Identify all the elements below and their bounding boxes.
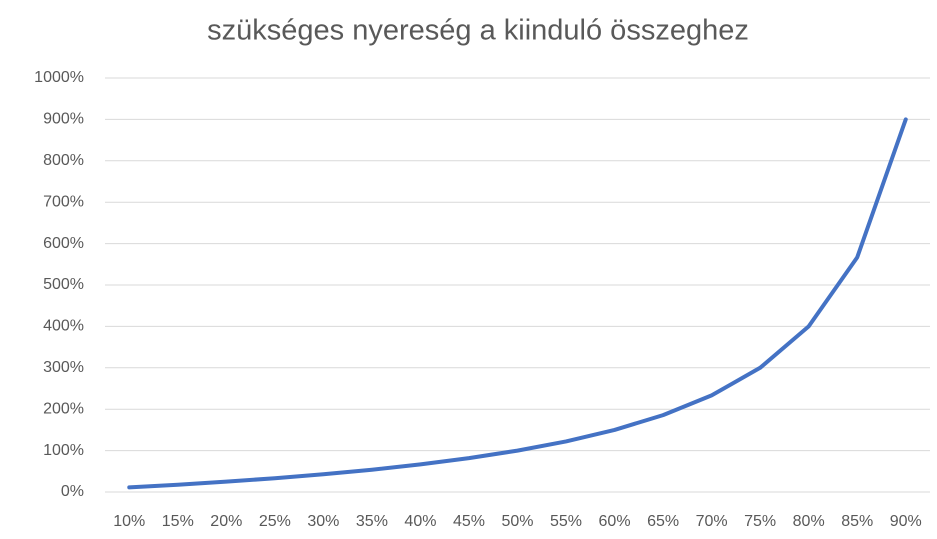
- y-tick-label: 700%: [43, 193, 84, 210]
- chart-title: szükséges nyereség a kiinduló összeghez: [207, 15, 749, 47]
- x-tick-label: 50%: [501, 513, 533, 530]
- y-tick-label: 100%: [43, 442, 84, 459]
- x-tick-label: 10%: [113, 513, 145, 530]
- y-tick-label: 300%: [43, 359, 84, 376]
- x-tick-label: 15%: [162, 513, 194, 530]
- x-tick-label: 85%: [841, 513, 873, 530]
- y-tick-label: 900%: [43, 111, 84, 128]
- x-tick-label: 65%: [647, 513, 679, 530]
- y-tick-label: 1000%: [34, 69, 84, 86]
- x-tick-label: 25%: [259, 513, 291, 530]
- x-tick-label: 60%: [599, 513, 631, 530]
- y-tick-label: 400%: [43, 318, 84, 335]
- x-tick-label: 70%: [696, 513, 728, 530]
- x-tick-label: 80%: [793, 513, 825, 530]
- y-tick-label: 800%: [43, 152, 84, 169]
- x-tick-label: 55%: [550, 513, 582, 530]
- line-series: [127, 117, 908, 490]
- y-tick-label: 500%: [43, 276, 84, 293]
- x-tick-label: 35%: [356, 513, 388, 530]
- y-tick-label: 0%: [61, 483, 84, 500]
- x-tick-label: 75%: [744, 513, 776, 530]
- y-tick-label: 200%: [43, 400, 84, 417]
- x-tick-label: 45%: [453, 513, 485, 530]
- x-tick-label: 30%: [307, 513, 339, 530]
- x-tick-label: 90%: [890, 513, 922, 530]
- y-tick-label: 600%: [43, 235, 84, 252]
- x-tick-label: 40%: [404, 513, 436, 530]
- x-tick-label: 20%: [210, 513, 242, 530]
